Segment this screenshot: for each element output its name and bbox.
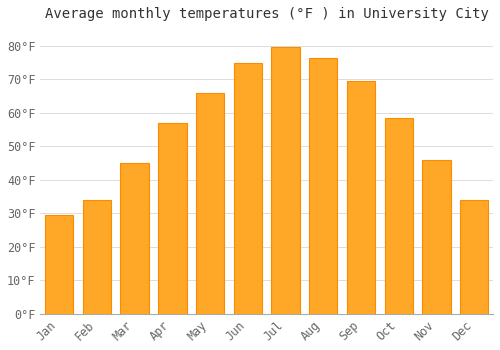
- Bar: [422, 160, 450, 314]
- Title: Average monthly temperatures (°F ) in University City: Average monthly temperatures (°F ) in Un…: [44, 7, 488, 21]
- Bar: [83, 200, 111, 314]
- Bar: [309, 57, 338, 314]
- Bar: [234, 63, 262, 314]
- Bar: [347, 81, 375, 314]
- Bar: [272, 48, 299, 314]
- Bar: [196, 93, 224, 314]
- Bar: [45, 215, 74, 314]
- Bar: [120, 163, 149, 314]
- Bar: [460, 200, 488, 314]
- Bar: [384, 118, 413, 314]
- Bar: [158, 123, 186, 314]
